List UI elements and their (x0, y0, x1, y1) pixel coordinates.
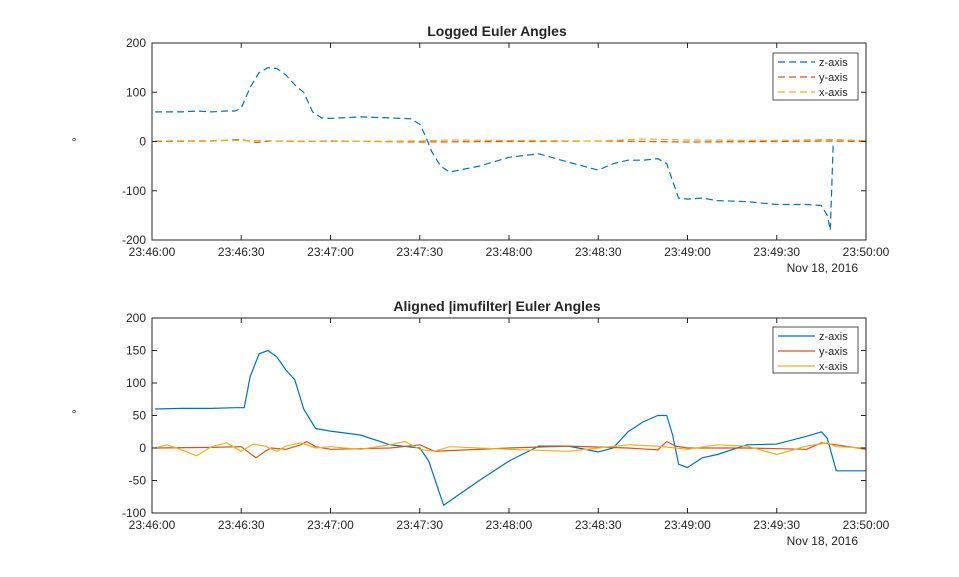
x-tick-label: 23:46:00 (129, 245, 176, 259)
y-tick-label: 200 (126, 36, 146, 50)
y-tick-label: -200 (122, 233, 146, 247)
y-tick-label: 150 (126, 344, 146, 358)
x-tick-label: 23:46:30 (218, 245, 265, 259)
legend-label-z-axis: z-axis (819, 331, 848, 343)
legend-box (772, 52, 859, 101)
x-tick-label: 23:47:30 (396, 518, 443, 532)
x-tick-label: 23:50:00 (843, 245, 890, 259)
chart-title: Logged Euler Angles (427, 23, 567, 39)
series-line-y-axis (154, 440, 866, 459)
chart-title: Aligned |imufilter| Euler Angles (393, 298, 600, 314)
y-tick-label: 0 (139, 135, 146, 149)
x-date-label: Nov 18, 2016 (787, 261, 859, 275)
y-tick-label: 100 (126, 85, 146, 99)
x-tick-label: 23:47:30 (396, 245, 443, 259)
x-tick-label: 23:49:30 (753, 245, 800, 259)
y-tick-label: -100 (122, 184, 146, 198)
legend-label-z-axis: z-axis (819, 57, 848, 69)
x-tick-label: 23:49:30 (753, 518, 800, 532)
y-tick-label: -100 (122, 506, 146, 520)
legend-label-x-axis: x-axis (819, 361, 848, 373)
x-tick-label: 23:49:00 (664, 245, 711, 259)
y-axis-label: ° (72, 407, 77, 421)
series-line-z-axis (155, 66, 834, 231)
series-group (154, 66, 866, 231)
series-line-x-axis (154, 138, 866, 143)
legend-label-x-axis: x-axis (819, 87, 848, 99)
legend-box (772, 326, 859, 374)
plot-logged-euler-angles: Logged Euler Angles ° -200 -100 0 100 200 23:… (72, 23, 890, 275)
series-line-x-axis (154, 440, 866, 457)
x-tick-label: 23:48:30 (575, 245, 622, 259)
y-tick-label: 100 (126, 376, 146, 390)
series-line-z-axis (154, 349, 866, 506)
y-tick-label: 0 (139, 441, 146, 455)
x-tick-label: 23:47:00 (307, 245, 354, 259)
x-tick-label: 23:48:30 (575, 518, 622, 532)
x-tick-label: 23:47:00 (307, 518, 354, 532)
y-axis-label: ° (72, 135, 77, 149)
legend-label-y-axis: y-axis (819, 72, 848, 84)
x-tick-label: 23:48:00 (486, 518, 533, 532)
y-tick-label: -50 (129, 474, 147, 488)
x-tick-label: 23:46:00 (129, 518, 176, 532)
legend-label-y-axis: y-axis (819, 346, 848, 358)
x-date-label: Nov 18, 2016 (787, 534, 859, 548)
x-tick-label: 23:50:00 (843, 518, 890, 532)
y-tick-label: 200 (126, 311, 146, 325)
y-tick-label: 50 (133, 409, 147, 423)
x-tick-label: 23:49:00 (664, 518, 711, 532)
series-group (154, 349, 866, 506)
plot-aligned-imufilter-euler-angles: Aligned |imufilter| Euler Angles ° -100 -… (72, 298, 890, 548)
x-tick-label: 23:48:00 (486, 245, 533, 259)
x-tick-label: 23:46:30 (218, 518, 265, 532)
